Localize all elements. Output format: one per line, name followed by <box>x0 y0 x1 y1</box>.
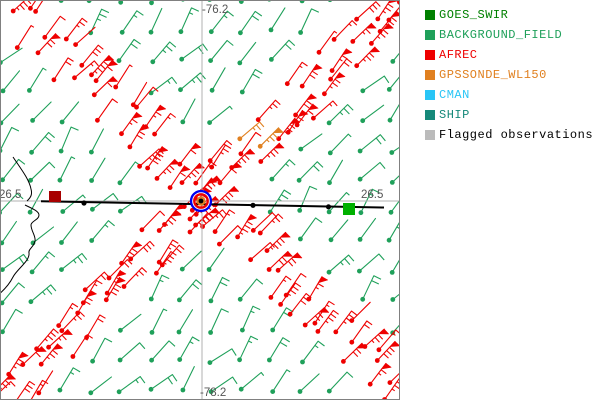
svg-text:-78.2: -78.2 <box>200 387 226 399</box>
svg-text:26.5: 26.5 <box>361 189 383 201</box>
svg-text:-76.2: -76.2 <box>202 4 228 16</box>
svg-text:26.5: 26.5 <box>1 189 21 201</box>
